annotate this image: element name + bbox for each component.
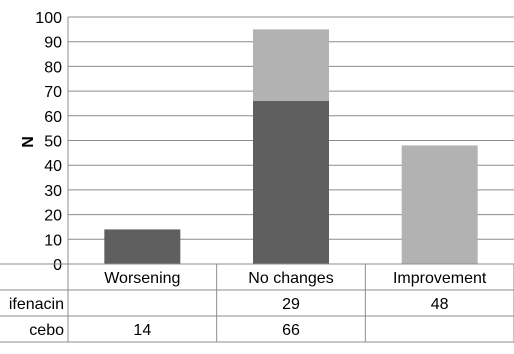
- y-tick-label: 10: [44, 232, 62, 249]
- bar-ifenacin: [401, 145, 478, 264]
- bars: [104, 29, 478, 264]
- y-tick-label: 30: [44, 183, 62, 200]
- y-tick-label: 60: [44, 109, 62, 126]
- data-label: 48: [431, 296, 449, 313]
- y-tick-label: 0: [53, 257, 62, 274]
- y-tick-label: 70: [44, 84, 62, 101]
- y-tick-label: 40: [44, 158, 62, 175]
- data-table: Worsening No changes Improvement ifenacin 29…: [0, 263, 514, 343]
- data-label: 29: [282, 296, 300, 313]
- bar-cebo: [104, 229, 181, 264]
- x-category-label: Worsening: [104, 270, 180, 287]
- data-label: 66: [282, 322, 300, 339]
- y-axis-label: N: [20, 136, 37, 148]
- y-tick-label: 90: [44, 35, 62, 52]
- bar-cebo: [253, 100, 329, 264]
- y-tick-label: 100: [35, 10, 62, 27]
- y-tick-label: 80: [44, 59, 62, 76]
- y-tick-labels: 0 10 20 30 40 50 60 70 80 90 100: [35, 10, 62, 274]
- x-category-label: No changes: [248, 270, 333, 287]
- legend-series-name: ifenacin: [9, 296, 64, 313]
- legend-series-name: cebo: [29, 322, 64, 339]
- y-tick-label: 20: [44, 208, 62, 225]
- bar-ifenacin: [253, 29, 329, 101]
- data-label: 14: [133, 322, 151, 339]
- x-category-label: Improvement: [393, 270, 487, 287]
- y-tick-label: 50: [44, 134, 62, 151]
